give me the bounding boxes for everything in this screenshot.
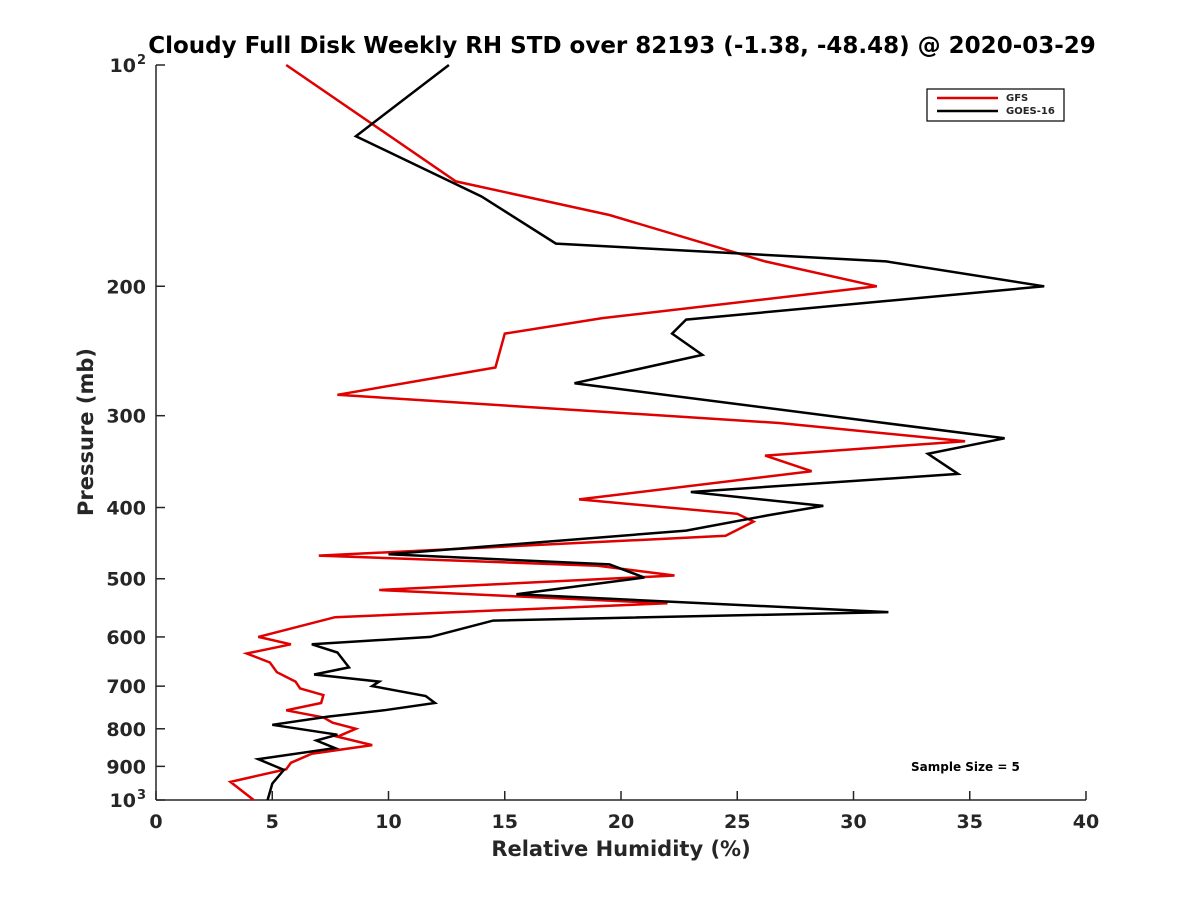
y-tick-label: 500 xyxy=(106,569,146,591)
x-tick-label: 40 xyxy=(1073,811,1099,833)
y-axis-label: Pressure (mb) xyxy=(74,348,98,516)
x-axis-label: Relative Humidity (%) xyxy=(491,837,750,861)
x-tick-label: 5 xyxy=(266,811,279,833)
series-group xyxy=(227,63,1045,801)
x-tick-label: 0 xyxy=(149,811,162,833)
sample-size-annotation: Sample Size = 5 xyxy=(911,760,1020,774)
chart-title: Cloudy Full Disk Weekly RH STD over 8219… xyxy=(148,33,1096,59)
legend: GFS GOES-16 xyxy=(926,88,1065,122)
y-tick-label: 700 xyxy=(106,676,146,698)
legend-label-goes-16: GOES-16 xyxy=(1006,106,1055,117)
y-tick-label-base: 10 xyxy=(110,55,136,77)
x-tick-label: 20 xyxy=(608,811,634,833)
y-tick-label: 900 xyxy=(106,756,146,778)
series-line-gfs xyxy=(227,63,966,801)
x-tick-label: 10 xyxy=(375,811,401,833)
x-tick-label: 25 xyxy=(724,811,750,833)
y-tick-label: 800 xyxy=(106,719,146,741)
y-tick-label: 300 xyxy=(106,406,146,428)
x-tick-label: 30 xyxy=(840,811,866,833)
series-line-goes-16 xyxy=(253,64,1045,801)
y-tick-label: 600 xyxy=(106,627,146,649)
y-tick-label-exponent: 3 xyxy=(137,788,146,803)
x-ticks: 0 5 10 15 20 25 30 35 40 xyxy=(149,791,1099,833)
legend-box xyxy=(926,88,1065,122)
y-tick-label-exponent: 2 xyxy=(137,53,146,68)
x-tick-label: 35 xyxy=(957,811,983,833)
y-tick-label: 200 xyxy=(106,276,146,298)
x-tick-label: 15 xyxy=(492,811,518,833)
y-tick-label-base: 10 xyxy=(110,790,136,812)
legend-label-gfs: GFS xyxy=(1006,93,1028,104)
y-tick-label: 400 xyxy=(106,498,146,520)
